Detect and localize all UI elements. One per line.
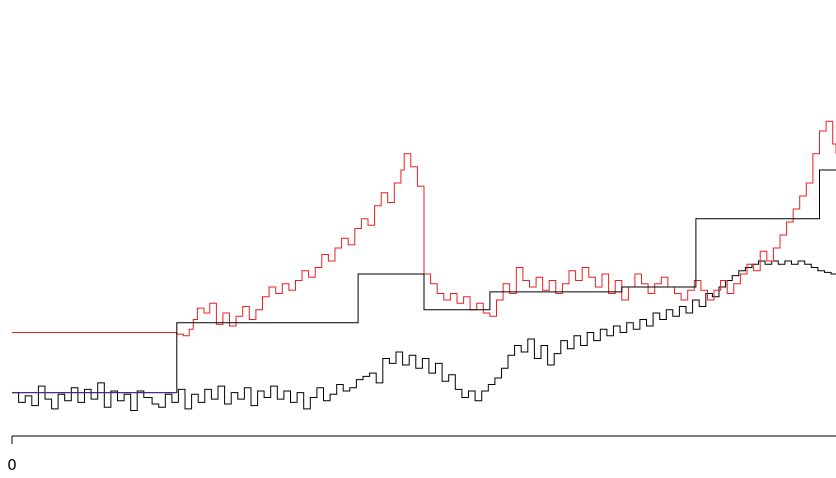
x-axis-ticks: 0: [7, 436, 17, 474]
series-line-fitted_red: [12, 120, 836, 337]
series-layer: [12, 120, 836, 411]
series-line-segment_mean: [12, 169, 836, 394]
x-tick-label: 0: [7, 456, 17, 474]
series-line-observed: [12, 260, 836, 411]
